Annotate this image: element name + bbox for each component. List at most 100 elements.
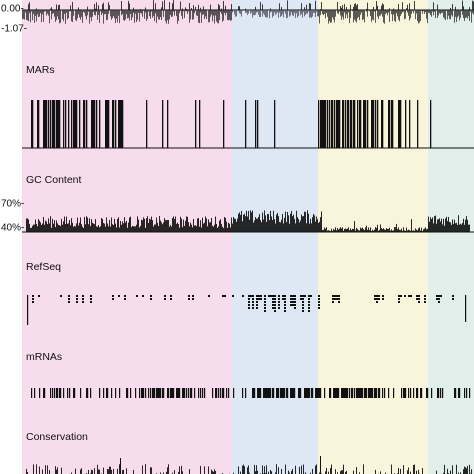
gc-bar — [233, 216, 234, 232]
conservation-bar — [39, 466, 40, 474]
score-bar — [421, 10, 422, 11]
score-bar — [452, 10, 453, 17]
gc-bar — [447, 221, 448, 232]
mar-bar — [365, 100, 367, 148]
gc-bar — [77, 217, 78, 232]
mrna-block — [359, 388, 361, 398]
mrna-block — [139, 388, 141, 398]
gc-bar — [302, 216, 303, 232]
gene-mark — [256, 307, 258, 309]
score-bar — [99, 10, 100, 23]
gc-bar — [425, 227, 426, 232]
conservation-bar — [247, 467, 248, 474]
score-bar — [275, 10, 276, 16]
gc-bar — [458, 215, 459, 232]
score-bar — [435, 10, 436, 19]
score-bar — [98, 10, 99, 15]
conservation-bar — [211, 469, 212, 474]
gc-bar — [192, 227, 193, 232]
mar-bar — [381, 100, 383, 148]
conservation-bar — [88, 469, 89, 474]
gc-bar — [128, 222, 129, 232]
score-bar — [372, 9, 373, 10]
score-bar — [197, 10, 198, 16]
score-bar — [342, 4, 343, 10]
gc-bar — [317, 219, 318, 232]
mrna-block — [270, 388, 272, 398]
score-bar — [224, 10, 225, 13]
mrna-block — [99, 388, 101, 398]
gene-mark — [290, 304, 292, 306]
gc-bar — [134, 226, 135, 232]
gc-bar — [289, 223, 290, 232]
score-bar — [150, 10, 151, 19]
mrna-block — [242, 388, 244, 398]
score-bar — [195, 6, 196, 10]
score-bar — [173, 10, 174, 12]
score-bar — [78, 7, 79, 10]
gene-mark — [452, 295, 454, 297]
gc-bar — [305, 211, 306, 232]
gc-bar — [347, 228, 348, 232]
gene-mark — [294, 295, 296, 297]
gc-bar — [178, 224, 179, 232]
score-bar — [78, 10, 79, 15]
mrna-block — [426, 388, 428, 398]
mar-bar — [255, 100, 257, 148]
score-bar — [379, 10, 380, 16]
score-bar — [289, 10, 290, 17]
score-bar — [249, 10, 250, 11]
gc-bar — [243, 214, 244, 232]
mrna-block — [421, 388, 423, 398]
gc-bar — [174, 219, 175, 232]
gene-mark — [136, 295, 138, 297]
score-bar — [117, 10, 118, 23]
mar-bar — [357, 100, 359, 148]
mrna-block — [312, 388, 314, 398]
conservation-bar — [471, 469, 472, 474]
gc-bar — [315, 221, 316, 232]
score-bar — [284, 10, 285, 12]
mar-bar — [199, 100, 201, 148]
mar-bar — [96, 100, 98, 148]
score-bar — [116, 10, 117, 19]
conservation-bar — [243, 464, 244, 474]
score-bar — [357, 10, 358, 19]
gene-mark — [440, 295, 442, 297]
score-bar — [306, 10, 307, 14]
score-bar — [87, 6, 88, 10]
score-bar — [186, 8, 187, 10]
gc-bar — [342, 227, 343, 232]
score-bar — [105, 10, 106, 15]
gc-bar — [451, 224, 452, 232]
gc-bar — [434, 216, 435, 232]
gene-mark — [118, 295, 120, 297]
mrna-block — [228, 388, 230, 398]
gc-bar — [41, 225, 42, 232]
gene-mark — [290, 298, 292, 300]
score-bar — [279, 3, 280, 10]
conservation-bar — [320, 456, 321, 474]
mrna-block — [401, 388, 403, 398]
mar-bar — [107, 100, 109, 148]
conservation-bar — [265, 472, 266, 474]
conservation-bar — [330, 468, 331, 474]
score-bar — [141, 10, 142, 14]
score-bar — [390, 10, 391, 11]
gc-bar — [435, 215, 436, 232]
mar-bar — [91, 100, 93, 148]
conservation-bar — [168, 464, 169, 474]
gene-mark — [222, 295, 224, 297]
gc-bar — [231, 217, 232, 232]
score-bar — [251, 10, 252, 13]
score-bar — [86, 10, 87, 20]
gene-mark — [188, 298, 190, 300]
gc-bar — [120, 221, 121, 232]
conservation-bar — [299, 466, 300, 474]
score-bar — [370, 10, 371, 17]
score-bar — [114, 10, 115, 19]
gc-bar — [147, 216, 148, 232]
gc-bar — [57, 223, 58, 232]
score-bar — [173, 0, 174, 11]
score-bar — [44, 10, 45, 12]
